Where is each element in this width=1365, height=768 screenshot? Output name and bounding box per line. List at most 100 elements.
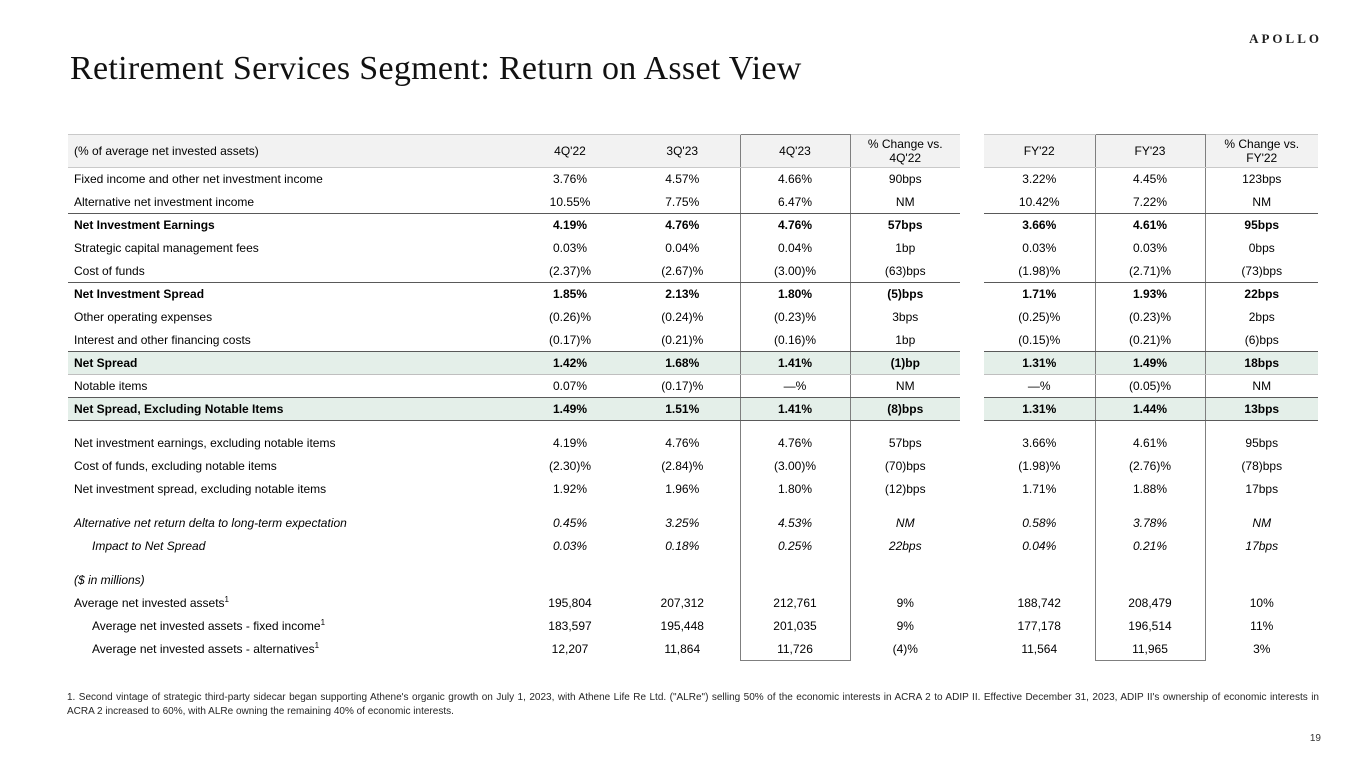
row-value — [1094, 500, 1206, 512]
table-row: Notable items 0.07% (0.17)% —% NM —% (0.… — [68, 374, 1318, 398]
row-value — [625, 558, 740, 569]
row-value: 10.55% — [515, 190, 625, 214]
table-container: (% of average net invested assets) 4Q'22… — [68, 134, 1318, 661]
row-value: 1.92% — [552, 482, 588, 496]
row-label: Alternative net investment income — [68, 190, 515, 214]
row-value: 4.66% — [739, 167, 851, 191]
row-value: 3.22% — [1022, 172, 1057, 187]
row-label: Alternative net return delta to long-ter… — [74, 516, 347, 530]
row-value: 1.80% — [739, 282, 851, 306]
row-value: 4.76% — [739, 431, 851, 455]
row-value — [850, 569, 960, 592]
row-value: (2.30)% — [548, 459, 592, 473]
row-value: (0.23)% — [1094, 305, 1206, 329]
row-value: 208,479 — [1094, 591, 1206, 615]
row-label: Net investment spread, excluding notable… — [74, 482, 327, 496]
row-value: (70)bps — [884, 459, 926, 473]
row-label — [68, 421, 515, 432]
row-label: Notable items — [68, 374, 515, 398]
row-value: 0.03% — [1022, 241, 1057, 255]
row-value — [625, 421, 740, 432]
row-value: 4.61% — [1094, 213, 1206, 237]
column-gap — [960, 511, 984, 535]
row-value — [739, 500, 851, 512]
row-value: (0.21)% — [625, 328, 740, 352]
row-value: 90bps — [888, 172, 922, 187]
row-value — [625, 501, 740, 512]
row-label: Impact to Net Spread — [92, 539, 206, 553]
table-row: Average net invested assets - alternativ… — [68, 637, 1318, 661]
row-value: 4.53% — [739, 511, 851, 535]
row-label: Average net invested assets1 — [74, 595, 229, 611]
row-value: 9% — [896, 596, 914, 610]
row-value: 1.71% — [1022, 287, 1057, 302]
row-value: 3.25% — [665, 516, 700, 530]
header-measure-label: (% of average net invested assets) — [68, 134, 515, 168]
row-value: 1.49% — [515, 397, 625, 421]
table-header-row: (% of average net invested assets) 4Q'22… — [68, 134, 1318, 168]
row-value: 1bp — [850, 328, 960, 352]
row-value: 3.78% — [1094, 511, 1206, 535]
row-value — [515, 569, 625, 592]
row-value: 1.88% — [1094, 477, 1206, 501]
row-value: NM — [1252, 516, 1272, 530]
table-row — [68, 420, 1318, 432]
row-value: 1.80% — [739, 477, 851, 501]
row-value: 57bps — [887, 218, 923, 233]
row-label: Net Investment Spread — [74, 287, 205, 302]
row-value: (0.21)% — [1094, 328, 1206, 352]
row-value: 9% — [896, 619, 914, 633]
row-label: Net investment earnings, excluding notab… — [74, 436, 336, 450]
row-value: 17bps — [1245, 482, 1279, 496]
table-row — [68, 557, 1318, 569]
row-value: 1.96% — [665, 482, 700, 496]
row-value: (78)bps — [1241, 459, 1283, 473]
row-value: 0bps — [1248, 241, 1275, 255]
row-value: (1.98)% — [1018, 459, 1061, 473]
table-row: ($ in millions) — [68, 568, 1318, 592]
row-value — [1205, 569, 1318, 592]
table-row: Net Investment Earnings 4.19% 4.76% 4.76… — [68, 213, 1318, 237]
row-value: 3.76% — [552, 172, 588, 187]
row-value: (0.16)% — [739, 328, 851, 352]
table-row: Interest and other financing costs (0.17… — [68, 328, 1318, 352]
row-value: NM — [850, 190, 960, 214]
row-value: 4.76% — [739, 213, 851, 237]
column-gap — [960, 134, 984, 168]
column-gap — [960, 454, 984, 478]
row-value: 13bps — [1205, 397, 1318, 421]
row-value: 1.44% — [1094, 397, 1206, 421]
column-gap — [960, 500, 984, 512]
column-gap — [960, 374, 984, 398]
row-value: 183,597 — [548, 619, 592, 633]
row-label: Average net invested assets - fixed inco… — [92, 618, 326, 634]
row-value — [850, 558, 960, 569]
row-label: Average net invested assets - alternativ… — [92, 641, 320, 657]
row-label: Net Spread — [68, 351, 515, 375]
row-value: 10.42% — [984, 190, 1095, 214]
row-value: 207,312 — [660, 596, 704, 610]
row-value: 0.58% — [1022, 516, 1057, 530]
column-gap — [960, 236, 984, 260]
row-value: 0.21% — [1094, 534, 1206, 558]
row-label — [68, 501, 515, 512]
row-value: 7.22% — [1094, 190, 1206, 214]
column-gap — [960, 190, 984, 214]
row-value: 201,035 — [739, 614, 851, 638]
table-row: Fixed income and other net investment in… — [68, 167, 1318, 191]
footnote: 1. Second vintage of strategic third-par… — [67, 692, 1319, 718]
table-row: Cost of funds, excluding notable items (… — [68, 454, 1318, 478]
row-label: Cost of funds — [68, 259, 515, 283]
row-value: 18bps — [1205, 351, 1318, 375]
row-label: ($ in millions) — [74, 573, 145, 587]
row-value — [850, 501, 960, 512]
table-row: Net investment earnings, excluding notab… — [68, 431, 1318, 455]
column-gap — [960, 534, 984, 558]
row-label — [68, 558, 515, 569]
row-value: 4.76% — [665, 436, 700, 450]
row-value: (73)bps — [1205, 259, 1318, 283]
column-gap — [960, 420, 984, 432]
row-value — [515, 501, 625, 512]
row-value: 1.68% — [625, 351, 740, 375]
row-value: 4.76% — [665, 218, 700, 233]
